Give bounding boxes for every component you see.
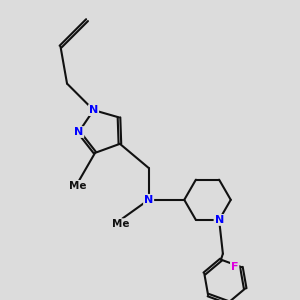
Text: N: N bbox=[89, 105, 98, 115]
Text: Me: Me bbox=[112, 219, 129, 229]
Text: N: N bbox=[214, 215, 224, 225]
Text: N: N bbox=[74, 127, 83, 137]
Text: Me: Me bbox=[69, 181, 87, 191]
Text: F: F bbox=[231, 262, 238, 272]
Text: N: N bbox=[144, 195, 153, 205]
